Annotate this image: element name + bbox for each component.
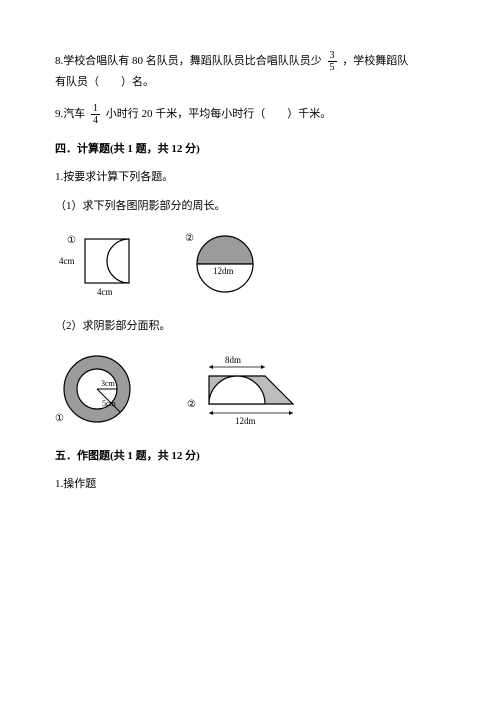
figure-1-1: ① 4cm 4cm (55, 229, 145, 299)
fig2-r-inner: 3cm (101, 379, 116, 388)
section-4-title: 四．计算题(共 1 题，共 12 分) (55, 140, 445, 160)
figures-row-1: ① 4cm 4cm ② 12dm (55, 229, 445, 299)
q9-text-a: 9.汽车 (55, 108, 85, 120)
fig1-1-svg: ① 4cm 4cm (55, 229, 145, 299)
fig2-2-svg: 8dm 12dm ② (185, 349, 315, 429)
section-4-q1: 1.按要求计算下列各题。 (55, 168, 445, 188)
section-5-q1: 1.操作题 (55, 475, 445, 495)
figure-2-2: 8dm 12dm ② (185, 349, 315, 429)
q8-frac-den: 5 (328, 62, 337, 73)
fig1-label-1: ① (67, 235, 76, 246)
question-8: 8.学校合唱队有 80 名队员，舞蹈队队员比合唱队队员少 3 5 ，学校舞蹈队 … (55, 50, 445, 93)
fig1-2-svg: ② 12dm (185, 229, 265, 299)
q9-km: 20 (142, 108, 153, 120)
figures-row-2: 3cm 5cm ① 8dm 12dm ② (55, 349, 445, 429)
figure-2-1: 3cm 5cm ① (55, 349, 145, 429)
q8-text-d: 有队员（ ）名。 (55, 76, 154, 88)
figure-1-2: ② 12dm (185, 229, 265, 299)
q8-members: 80 (132, 55, 143, 67)
section-5-title: 五．作图题(共 1 题，共 12 分) (55, 447, 445, 467)
fig2-bottom-label: 12dm (235, 416, 256, 426)
q9-text-b: 小时行 (106, 108, 142, 120)
q8-text-a: 8.学校合唱队有 (55, 55, 132, 67)
fig2-top-label: 8dm (225, 355, 241, 365)
section-4-sub1: （1）求下列各图阴影部分的周长。 (55, 197, 445, 217)
q9-frac-num: 1 (91, 103, 100, 115)
section-4-sub2: （2）求阴影部分面积。 (55, 317, 445, 337)
q9-frac-den: 4 (91, 115, 100, 126)
fig2-label-1: ① (55, 413, 64, 424)
fig2-r-outer: 5cm (102, 399, 117, 408)
q8-text-c: ，学校舞蹈队 (342, 55, 408, 67)
q9-fraction: 1 4 (91, 103, 100, 126)
q8-frac-num: 3 (328, 50, 337, 62)
fig2-1-svg: 3cm 5cm ① (55, 349, 145, 429)
fig2-label-2: ② (187, 399, 196, 410)
fig1-label-2: ② (185, 233, 194, 244)
fig1-bottom-label: 4cm (97, 287, 113, 297)
question-9: 9.汽车 1 4 小时行 20 千米，平均每小时行（ ）千米。 (55, 103, 445, 126)
q8-fraction: 3 5 (328, 50, 337, 73)
q9-text-c: 千米，平均每小时行（ ）千米。 (153, 108, 332, 120)
fig1-side-label: 4cm (59, 256, 75, 266)
fig1-diameter-label: 12dm (213, 266, 234, 276)
q8-text-b: 名队员，舞蹈队队员比合唱队队员少 (143, 55, 322, 67)
